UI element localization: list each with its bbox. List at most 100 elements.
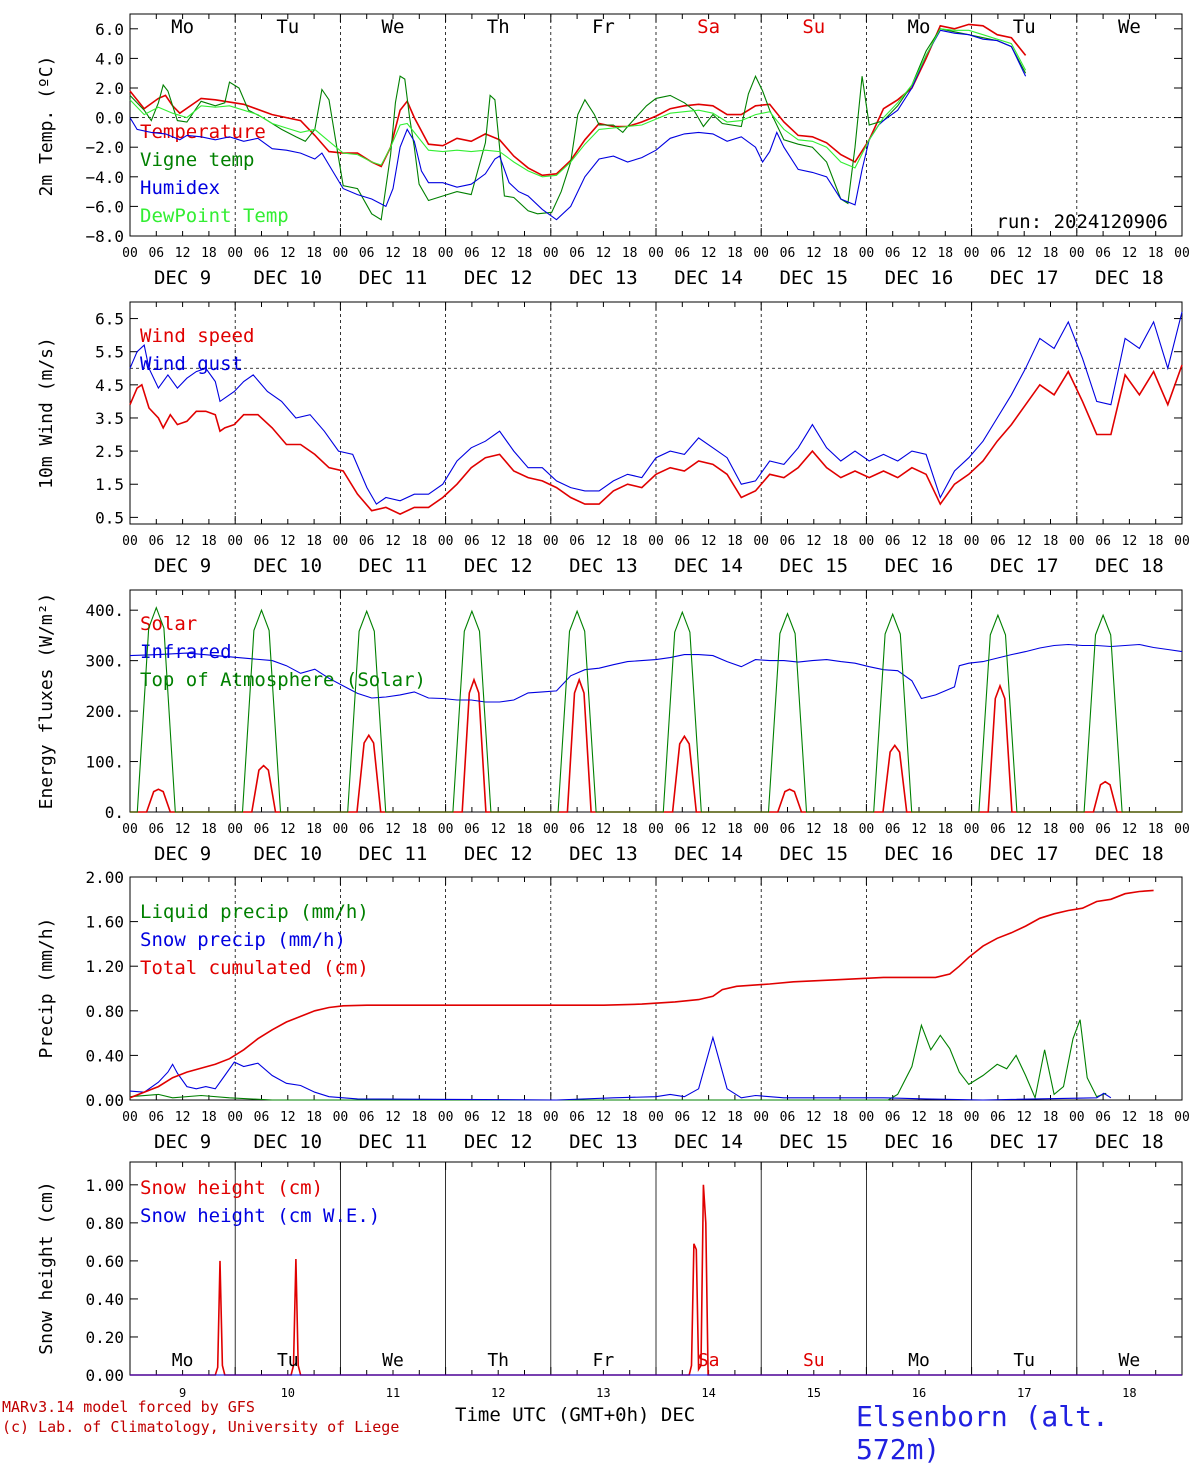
date-label: DEC 18	[1095, 267, 1164, 289]
hour-tick-label: 06	[464, 822, 480, 837]
hour-tick-label: 18	[306, 1110, 322, 1125]
hour-tick-label: 12	[806, 822, 822, 837]
date-label: DEC 16	[885, 1131, 954, 1153]
hour-tick-label: 18	[1043, 822, 1059, 837]
hour-tick-label: 12	[596, 534, 612, 549]
date-label: DEC 17	[990, 1131, 1059, 1153]
y-tick-label: 300.	[85, 652, 124, 671]
hour-tick-label: 00	[859, 822, 875, 837]
hour-tick-label: 00	[227, 822, 243, 837]
hour-tick-label: 12	[701, 246, 717, 261]
y-tick-label: 2.5	[95, 442, 124, 461]
y-tick-label: 200.	[85, 702, 124, 721]
hour-tick-label: 00	[122, 534, 138, 549]
series-line-infrared	[129, 643, 1183, 703]
y-tick-label: −8.0	[85, 227, 124, 246]
hour-tick-label: 00	[333, 246, 349, 261]
legend-entry: Snow precip (mm/h)	[140, 929, 346, 951]
hour-tick-label: 18	[201, 822, 217, 837]
hour-tick-label: 18	[201, 534, 217, 549]
date-label: DEC 9	[154, 1131, 211, 1153]
weekday-label: Th	[487, 1350, 509, 1371]
hour-tick-label: 06	[148, 246, 164, 261]
y-axis-label: Energy fluxes (W/m²)	[36, 593, 57, 810]
hour-tick-label: 06	[990, 246, 1006, 261]
weekday-label: Tu	[277, 1350, 299, 1371]
legend-entry: Humidex	[140, 177, 220, 199]
hour-tick-label: 06	[359, 534, 375, 549]
hour-tick-label: 00	[543, 534, 559, 549]
date-label: DEC 13	[569, 555, 638, 577]
date-label: DEC 11	[359, 1131, 428, 1153]
date-label: DEC 16	[885, 555, 954, 577]
legend-entry: Wind gust	[140, 353, 243, 375]
date-label: DEC 14	[674, 1131, 743, 1153]
hour-tick-label: 18	[832, 246, 848, 261]
hour-tick-label: 18	[727, 246, 743, 261]
date-label: DEC 15	[779, 555, 848, 577]
y-tick-label: 0.60	[85, 1252, 124, 1271]
hour-tick-label: 18	[306, 246, 322, 261]
legend-entry: Infrared	[140, 641, 232, 663]
hour-tick-label: 12	[1016, 1110, 1032, 1125]
date-label: DEC 18	[1095, 555, 1164, 577]
y-tick-label: 0.5	[95, 508, 124, 527]
hour-tick-label: 18	[517, 822, 533, 837]
hour-tick-label: 00	[753, 822, 769, 837]
hour-tick-label: 18	[1043, 1110, 1059, 1125]
hour-tick-label: 06	[254, 822, 270, 837]
hour-tick-label: 00	[1174, 246, 1190, 261]
hour-tick-label: 06	[885, 534, 901, 549]
weekday-label: Mo	[908, 1350, 930, 1371]
date-label: DEC 13	[569, 1131, 638, 1153]
hour-tick-label: 18	[937, 246, 953, 261]
date-label: DEC 18	[1095, 843, 1164, 865]
hour-tick-label: 18	[1148, 246, 1164, 261]
date-label: DEC 9	[154, 843, 211, 865]
hour-tick-label: 18	[1148, 534, 1164, 549]
hour-tick-label: 06	[674, 246, 690, 261]
weekday-label: Th	[487, 16, 510, 38]
hour-tick-label: 12	[596, 822, 612, 837]
hour-tick-label: 00	[122, 1110, 138, 1125]
hour-tick-label: 00	[1069, 1110, 1085, 1125]
legend-entry: Snow height (cm)	[140, 1177, 323, 1199]
y-tick-label: 0.	[105, 803, 124, 822]
hour-tick-label: 00	[648, 534, 664, 549]
series-line-wind-speed	[129, 364, 1183, 515]
y-tick-label: 0.0	[95, 109, 124, 128]
weekday-label: Sa	[697, 16, 720, 38]
hour-tick-label: 00	[1069, 534, 1085, 549]
hour-tick-label: 06	[359, 822, 375, 837]
hour-tick-label: 18	[622, 534, 638, 549]
y-tick-label: 0.20	[85, 1328, 124, 1347]
hour-tick-label: 06	[569, 1110, 585, 1125]
hour-tick-label: 00	[438, 1110, 454, 1125]
y-tick-label: 6.0	[95, 20, 124, 39]
y-tick-label: 400.	[85, 601, 124, 620]
day-number-label: 17	[1017, 1386, 1031, 1400]
hour-tick-label: 00	[964, 1110, 980, 1125]
hour-tick-label: 12	[806, 1110, 822, 1125]
hour-tick-label: 06	[674, 534, 690, 549]
y-tick-label: 2.0	[95, 79, 124, 98]
run-label: run: 2024120906	[996, 211, 1168, 233]
date-label: DEC 11	[359, 267, 428, 289]
hour-tick-label: 06	[569, 822, 585, 837]
weekday-label: Sa	[698, 1350, 720, 1371]
hour-tick-label: 18	[937, 1110, 953, 1125]
hour-tick-label: 00	[1174, 534, 1190, 549]
hour-tick-label: 00	[1069, 246, 1085, 261]
hour-tick-label: 06	[674, 1110, 690, 1125]
hour-tick-label: 00	[648, 246, 664, 261]
y-tick-label: −6.0	[85, 197, 124, 216]
hour-tick-label: 18	[1148, 822, 1164, 837]
hour-tick-label: 12	[806, 246, 822, 261]
hour-tick-label: 00	[122, 246, 138, 261]
date-label: DEC 12	[464, 555, 533, 577]
weekday-label: Fr	[592, 16, 615, 38]
series-line-wind-gust	[129, 311, 1183, 505]
hour-tick-label: 18	[622, 822, 638, 837]
date-label: DEC 10	[253, 555, 322, 577]
hour-tick-label: 18	[306, 822, 322, 837]
